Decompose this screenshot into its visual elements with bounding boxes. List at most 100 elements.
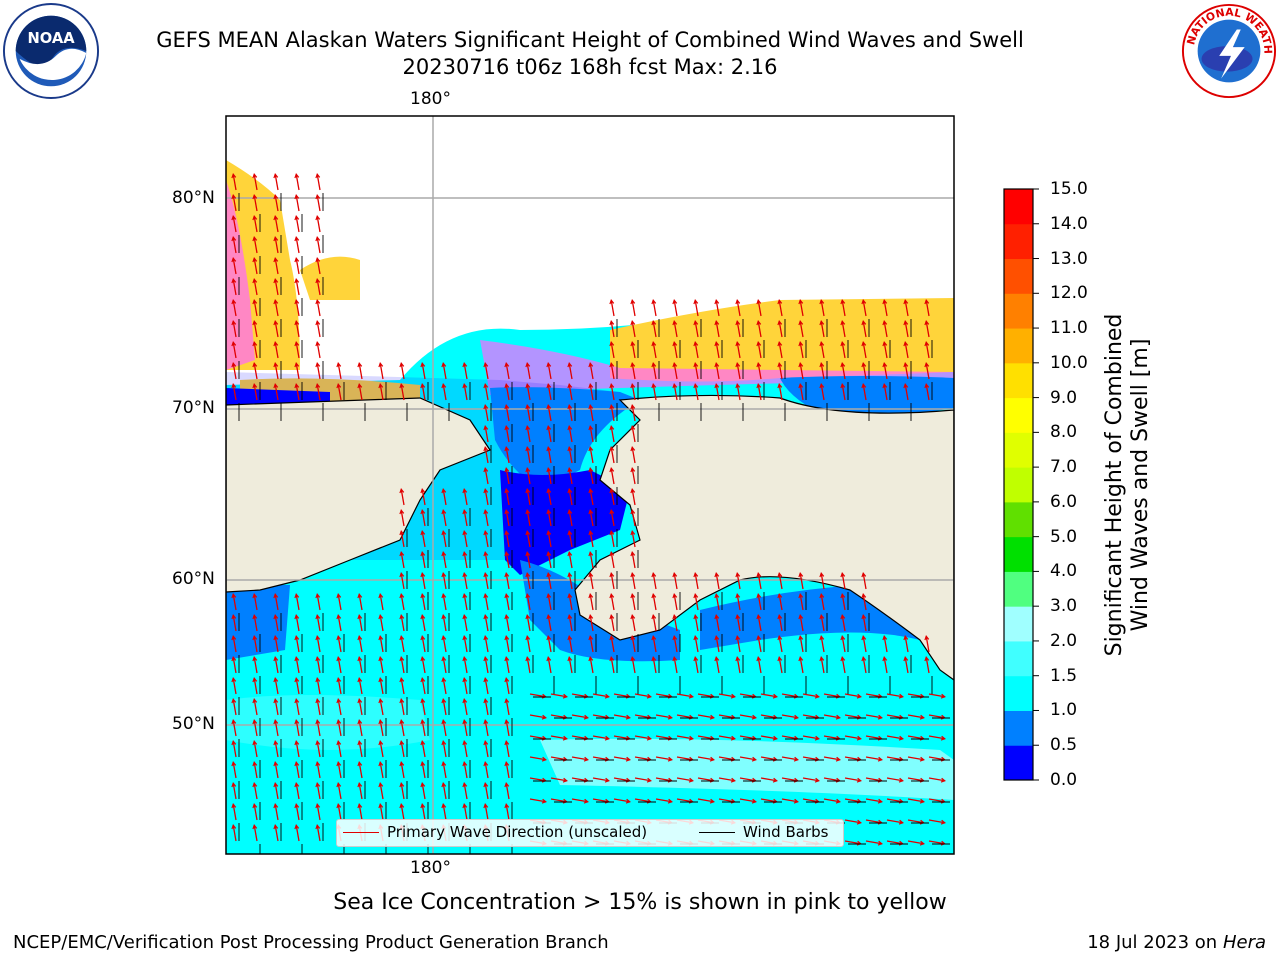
wave-arrow — [274, 342, 279, 359]
wave-arrow-head — [588, 530, 594, 536]
wave-arrow — [841, 321, 846, 338]
wave-arrow-head — [231, 299, 237, 305]
wave-arrow-head — [399, 509, 405, 515]
wave-arrow-head — [315, 341, 321, 347]
wave-arrow — [757, 657, 762, 674]
wave-arrow — [925, 300, 930, 317]
wave-arrow — [274, 384, 279, 401]
wave-arrow — [841, 363, 846, 380]
wave-arrow — [274, 615, 279, 632]
legend-wave-line — [343, 831, 379, 833]
wave-arrow — [232, 741, 237, 758]
wave-arrow-head — [273, 803, 279, 809]
wave-arrow — [421, 804, 426, 821]
wave-arrow — [484, 741, 489, 758]
legend-wave: Primary Wave Direction (unscaled) — [343, 823, 647, 841]
wave-arrow-head — [231, 593, 237, 599]
wave-arrow — [505, 594, 510, 611]
wave-arrow-head — [714, 320, 720, 326]
wave-arrow — [568, 405, 573, 422]
land-alaska — [574, 394, 954, 681]
wave-arrow — [526, 552, 531, 569]
swell-band — [540, 738, 954, 800]
wave-arrow — [634, 735, 651, 740]
wave-arrow — [400, 531, 405, 548]
wave-arrow-head — [541, 756, 547, 762]
wave-arrow-head — [231, 215, 237, 221]
wave-arrow-head — [777, 299, 783, 305]
wave-arrow — [757, 615, 762, 632]
legend-wave-label: Primary Wave Direction (unscaled) — [387, 823, 648, 841]
wave-arrow — [631, 342, 636, 359]
wave-arrow — [715, 594, 720, 611]
wave-arrow — [529, 735, 546, 740]
wave-arrow — [883, 300, 888, 317]
wave-arrow-head — [525, 635, 531, 641]
wave-arrow-head — [336, 593, 342, 599]
wave-arrow-head — [835, 798, 841, 804]
wave-arrow — [673, 573, 678, 590]
wave-arrow-head — [735, 572, 741, 578]
wave-arrow — [232, 384, 237, 401]
wave-arrow-head — [462, 677, 468, 683]
wave-arrow-head — [273, 278, 279, 284]
wave-arrow-head — [252, 782, 258, 788]
wave-arrow — [337, 615, 342, 632]
wave-arrow — [652, 384, 657, 401]
wave-arrow-head — [483, 803, 489, 809]
wave-arrow — [907, 693, 924, 698]
wave-arrow — [610, 426, 615, 443]
wave-arrow — [421, 594, 426, 611]
wave-arrow — [232, 615, 237, 632]
wave-arrow-head — [462, 614, 468, 620]
wave-arrow — [316, 174, 321, 191]
wave-arrow — [904, 636, 909, 653]
wave-arrow — [928, 777, 945, 782]
wave-arrow — [610, 615, 615, 632]
wave-arrow — [694, 342, 699, 359]
wave-arrow — [316, 741, 321, 758]
wave-arrow — [295, 804, 300, 821]
wave-arrow — [316, 237, 321, 254]
wave-arrow-head — [273, 614, 279, 620]
wave-arrow-head — [441, 719, 447, 725]
wave-arrow-head — [856, 693, 862, 699]
wave-arrow-head — [735, 635, 741, 641]
wave-arrow — [778, 615, 783, 632]
wave-arrow — [295, 720, 300, 737]
wave-arrow-head — [273, 341, 279, 347]
wave-arrow-head — [567, 446, 573, 452]
wave-arrow-head — [273, 299, 279, 305]
sea-ice-note: Sea Ice Concentration > 15% is shown in … — [333, 890, 947, 915]
wave-arrow — [547, 384, 552, 401]
wave-arrow-head — [357, 362, 363, 368]
wave-arrow-head — [273, 782, 279, 788]
wave-arrow-head — [273, 257, 279, 263]
wave-arrow-head — [252, 362, 258, 368]
wave-arrow-head — [525, 404, 531, 410]
wave-arrow — [505, 510, 510, 527]
wave-arrow — [379, 636, 384, 653]
wave-arrow — [253, 594, 258, 611]
wave-arrow-head — [294, 698, 300, 704]
wave-arrow — [841, 615, 846, 632]
wave-arrow — [463, 594, 468, 611]
wave-arrow — [505, 615, 510, 632]
wave-arrow-head — [504, 425, 510, 431]
wave-arrow — [547, 510, 552, 527]
wave-arrow — [592, 693, 609, 698]
wave-arrow-head — [562, 735, 568, 741]
wave-arrow-head — [898, 693, 904, 699]
wave-arrow — [232, 678, 237, 695]
wave-arrow — [400, 573, 405, 590]
wave-arrow-head — [378, 803, 384, 809]
wave-arrow-head — [441, 488, 447, 494]
wave-arrow — [463, 720, 468, 737]
wave-arrow-head — [756, 635, 762, 641]
wave-arrow-head — [357, 635, 363, 641]
wave-arrow — [232, 636, 237, 653]
wave-arrow-head — [919, 756, 925, 762]
wave-arrow — [844, 693, 861, 698]
wave-arrow-head — [546, 572, 552, 578]
wave-arrow — [547, 657, 552, 674]
